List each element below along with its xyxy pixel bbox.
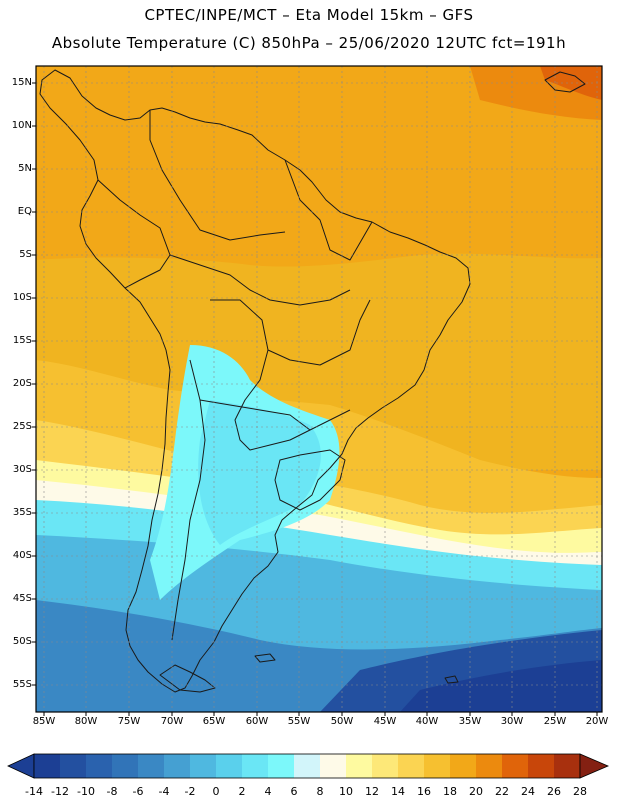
colorbar-label: 14 <box>391 785 405 798</box>
lon-label: 20W <box>585 716 609 727</box>
colorbar-swatch <box>294 754 320 778</box>
coastline-and-borders <box>39 69 586 693</box>
colorbar-label: 24 <box>521 785 535 798</box>
tick-marks <box>32 82 598 716</box>
colorbar-swatch <box>398 754 424 778</box>
colorbar-label: 26 <box>547 785 561 798</box>
colorbar-swatch <box>502 754 528 778</box>
lat-label: 40S <box>12 550 32 561</box>
lat-label: 15S <box>12 335 32 346</box>
lat-label: 15N <box>11 77 32 88</box>
lat-label: 20S <box>12 378 32 389</box>
colorbar-label: 18 <box>443 785 457 798</box>
colorbar-swatch <box>528 754 554 778</box>
colorbar-label: 8 <box>316 785 324 798</box>
paraguay-border <box>234 349 351 451</box>
colorbar-swatch <box>424 754 450 778</box>
andes-border <box>171 359 206 641</box>
colorbar-swatch <box>320 754 346 778</box>
bolivia-border <box>210 299 371 366</box>
colorbar-swatch <box>138 754 164 778</box>
coldest-region <box>400 660 602 712</box>
continental-cold-core <box>198 400 321 545</box>
colorbar-label: -14 <box>25 785 43 798</box>
colorbar-swatch <box>190 754 216 778</box>
lon-label: 85W <box>32 716 56 727</box>
colorbar <box>7 753 610 779</box>
colorbar-swatch <box>242 754 268 778</box>
colorbar-swatch <box>34 754 60 778</box>
colorbar-swatch <box>372 754 398 778</box>
chart-title-line-2: Absolute Temperature (C) 850hPa – 25/06/… <box>51 34 567 52</box>
chart-title-line-1: CPTEC/INPE/MCT – Eta Model 15km – GFS <box>144 6 474 24</box>
colorbar-label: -2 <box>184 785 196 798</box>
lon-label: 60W <box>245 716 269 727</box>
colombia-venezuela-border <box>149 110 286 241</box>
colorbar-label: 22 <box>495 785 509 798</box>
colorbar-label: -4 <box>158 785 170 798</box>
lon-label: 80W <box>74 716 98 727</box>
temperature-field <box>36 66 602 712</box>
lon-label: 25W <box>543 716 567 727</box>
colorbar-label: 2 <box>238 785 246 798</box>
lon-label: 30W <box>500 716 524 727</box>
colorbar-label: 20 <box>469 785 483 798</box>
lat-label: EQ <box>17 206 32 217</box>
colorbar-swatch <box>86 754 112 778</box>
colorbar-label: -8 <box>106 785 118 798</box>
lat-label: 5N <box>18 163 32 174</box>
lon-label: 50W <box>330 716 354 727</box>
lon-label: 35W <box>458 716 482 727</box>
colorbar-label: 28 <box>573 785 587 798</box>
lon-label: 45W <box>373 716 397 727</box>
colorbar-swatch <box>554 754 580 778</box>
lat-label: 5S <box>19 249 32 260</box>
colorbar-low-arrow <box>7 753 35 779</box>
argentina-north-border <box>199 399 311 431</box>
lat-label: 45S <box>12 593 32 604</box>
colorbar-label: 0 <box>212 785 220 798</box>
south-america-outline <box>39 69 471 693</box>
colorbar-swatch <box>268 754 294 778</box>
colorbar-label: 12 <box>365 785 379 798</box>
guianas-border <box>284 159 373 261</box>
map-frame <box>35 65 603 713</box>
lat-label: 25S <box>12 421 32 432</box>
lon-label: 65W <box>202 716 226 727</box>
lat-label: 55S <box>12 679 32 690</box>
colorbar-swatch <box>346 754 372 778</box>
peru-brazil-border <box>169 254 351 306</box>
lat-label: 10S <box>12 292 32 303</box>
lon-label: 55W <box>287 716 311 727</box>
colorbar-label: 10 <box>339 785 353 798</box>
colorbar-swatch <box>60 754 86 778</box>
graticule <box>36 66 602 712</box>
colorbar-high-arrow <box>579 753 610 779</box>
colorbar-swatch <box>476 754 502 778</box>
lat-label: 35S <box>12 507 32 518</box>
cape-verde-islands <box>544 71 586 93</box>
colorbar-swatch <box>450 754 476 778</box>
colorbar-swatch <box>164 754 190 778</box>
lat-label: 10N <box>11 120 32 131</box>
lon-label: 75W <box>117 716 141 727</box>
colorbar-swatch <box>216 754 242 778</box>
lat-label: 50S <box>12 636 32 647</box>
ecuador-peru-border <box>97 179 171 289</box>
uruguay-border <box>274 449 346 511</box>
colorbar-label: -12 <box>51 785 69 798</box>
lon-label: 70W <box>160 716 184 727</box>
falkland-islands <box>254 653 276 663</box>
lat-label: 30S <box>12 464 32 475</box>
south-georgia <box>444 675 459 684</box>
lon-label: 40W <box>415 716 439 727</box>
colorbar-swatch <box>112 754 138 778</box>
tierra-del-fuego <box>159 664 216 693</box>
colorbar-label: 6 <box>290 785 298 798</box>
colorbar-label: -10 <box>77 785 95 798</box>
colorbar-label: -6 <box>132 785 144 798</box>
colorbar-label: 4 <box>264 785 272 798</box>
colorbar-label: 16 <box>417 785 431 798</box>
